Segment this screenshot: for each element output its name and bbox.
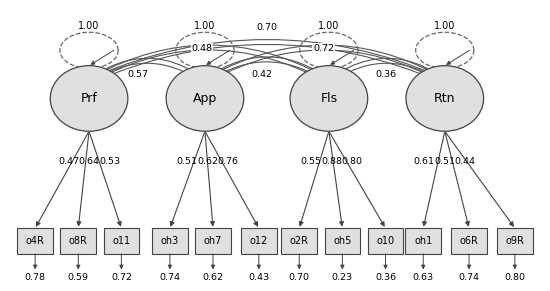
Text: 1.00: 1.00 (194, 21, 216, 31)
Text: oh5: oh5 (333, 236, 351, 246)
Text: 0.62: 0.62 (197, 157, 218, 166)
FancyBboxPatch shape (451, 228, 487, 254)
Text: 0.36: 0.36 (375, 70, 396, 79)
Text: o2R: o2R (290, 236, 309, 246)
Text: 0.44: 0.44 (455, 157, 476, 166)
Ellipse shape (50, 66, 128, 131)
Text: o11: o11 (112, 236, 130, 246)
Text: 0.72: 0.72 (313, 44, 334, 53)
Text: o12: o12 (250, 236, 268, 246)
FancyArrowPatch shape (211, 62, 324, 81)
FancyArrowPatch shape (94, 40, 438, 77)
Text: Fls: Fls (320, 92, 338, 105)
Text: 0.74: 0.74 (160, 273, 180, 282)
Ellipse shape (166, 66, 244, 131)
FancyArrowPatch shape (210, 45, 439, 76)
FancyArrowPatch shape (210, 57, 323, 76)
Text: 0.53: 0.53 (99, 157, 120, 166)
FancyArrowPatch shape (211, 50, 440, 81)
Text: oh1: oh1 (414, 236, 432, 246)
FancyArrowPatch shape (94, 45, 323, 76)
Ellipse shape (290, 66, 368, 131)
Text: o6R: o6R (460, 236, 478, 246)
FancyArrowPatch shape (333, 58, 439, 76)
FancyArrowPatch shape (94, 58, 199, 76)
FancyBboxPatch shape (368, 228, 403, 254)
Text: 0.51: 0.51 (177, 157, 197, 166)
Text: 0.78: 0.78 (25, 273, 46, 282)
Text: 0.51: 0.51 (434, 157, 455, 166)
Text: 0.59: 0.59 (68, 273, 89, 282)
Text: 0.62: 0.62 (202, 273, 223, 282)
Text: o8R: o8R (69, 236, 87, 246)
Text: 0.57: 0.57 (127, 70, 148, 79)
FancyArrowPatch shape (95, 50, 324, 81)
FancyBboxPatch shape (282, 228, 317, 254)
Text: 0.88: 0.88 (321, 157, 342, 166)
Text: 0.61: 0.61 (414, 157, 435, 166)
Text: 0.80: 0.80 (504, 273, 525, 282)
Text: 0.70: 0.70 (256, 23, 277, 32)
Text: 0.43: 0.43 (248, 273, 270, 282)
Text: 0.47: 0.47 (58, 157, 79, 166)
Text: 0.23: 0.23 (332, 273, 353, 282)
Text: 0.70: 0.70 (289, 273, 310, 282)
FancyBboxPatch shape (103, 228, 139, 254)
Ellipse shape (406, 66, 483, 131)
FancyBboxPatch shape (195, 228, 231, 254)
FancyArrowPatch shape (95, 45, 439, 81)
Text: 0.74: 0.74 (459, 273, 480, 282)
FancyBboxPatch shape (60, 228, 96, 254)
Text: 1.00: 1.00 (434, 21, 455, 31)
FancyBboxPatch shape (324, 228, 360, 254)
FancyBboxPatch shape (405, 228, 441, 254)
FancyBboxPatch shape (497, 228, 532, 254)
Text: o10: o10 (376, 236, 394, 246)
Text: 0.80: 0.80 (342, 157, 362, 166)
Text: oh7: oh7 (204, 236, 222, 246)
FancyArrowPatch shape (95, 63, 200, 81)
Text: Rtn: Rtn (434, 92, 455, 105)
Text: Prf: Prf (81, 92, 97, 105)
FancyBboxPatch shape (152, 228, 188, 254)
Text: 0.64: 0.64 (79, 157, 100, 166)
Text: 0.55: 0.55 (301, 157, 322, 166)
FancyBboxPatch shape (18, 228, 53, 254)
Text: 1.00: 1.00 (318, 21, 339, 31)
FancyArrowPatch shape (334, 63, 440, 81)
Text: 0.42: 0.42 (251, 70, 272, 79)
Text: 0.72: 0.72 (111, 273, 132, 282)
Text: App: App (193, 92, 217, 105)
Text: o4R: o4R (26, 236, 45, 246)
Text: o9R: o9R (505, 236, 524, 246)
Text: 0.63: 0.63 (412, 273, 434, 282)
Text: 1.00: 1.00 (78, 21, 100, 31)
Text: 0.36: 0.36 (375, 273, 396, 282)
Text: 0.76: 0.76 (218, 157, 239, 166)
Text: 0.48: 0.48 (192, 44, 213, 53)
FancyBboxPatch shape (241, 228, 277, 254)
Text: oh3: oh3 (161, 236, 179, 246)
